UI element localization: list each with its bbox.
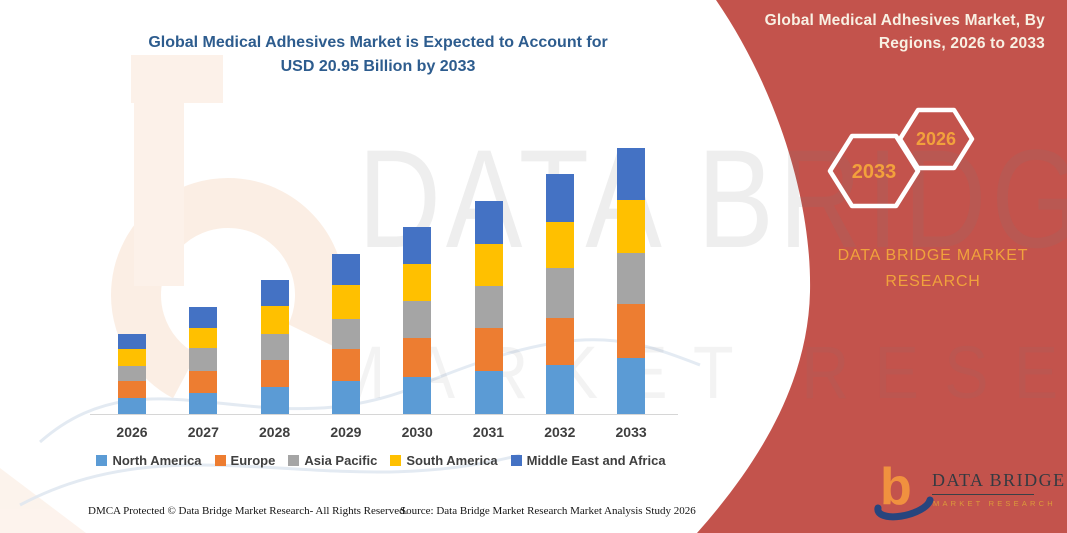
legend-label: Asia Pacific [304,453,378,468]
bar-segment-europe [545,317,574,365]
chart-title-line1: Global Medical Adhesives Market is Expec… [148,34,608,51]
stacked-bar-2032 [545,174,574,414]
stacked-bar-2026 [118,334,146,414]
legend-item-north-america: North America [96,453,202,468]
legend-item-south-america: South America [390,453,498,468]
x-axis-label-2027: 2027 [187,424,219,440]
banner-heading: Global Medical Adhesives Market, By Regi… [705,9,1045,55]
x-axis-label-2029: 2029 [330,424,362,440]
bar-segment-europe [260,360,289,388]
hexagon-year-2033: 2033 [851,161,897,183]
bar-segment-south-america [545,222,574,269]
legend-swatch-icon [214,455,226,466]
banner-heading-line1: Global Medical Adhesives Market, By [764,12,1045,29]
hexagon-year-2026: 2026 [915,129,957,149]
footer-source: Source: Data Bridge Market Research Mark… [400,505,696,517]
legend-swatch-icon [96,455,108,466]
x-axis-label-2026: 2026 [116,424,148,440]
bar-segment-middle-east-and-africa [545,174,574,223]
bar-segment-north-america [331,380,360,414]
brand-text-line2: RESEARCH [885,273,981,290]
bar-segment-south-america [118,349,146,366]
bar-segment-middle-east-and-africa [474,200,503,244]
legend-item-europe: Europe [214,453,276,468]
legend-item-middle-east-and-africa: Middle East and Africa [510,453,666,468]
banner-heading-line2: Regions, 2026 to 2033 [878,35,1045,52]
legend-label: Europe [230,453,276,468]
bar-segment-south-america [474,243,503,286]
legend-swatch-icon [510,455,522,466]
bar-segment-europe [189,370,218,393]
bar-segment-asia-pacific [403,300,432,339]
brand-text-line1: DATA BRIDGE MARKET [837,247,1029,264]
bar-segment-south-america [617,199,646,254]
x-axis-label-2033: 2033 [615,424,647,440]
chart-title-line2: USD 20.95 Billion by 2033 [280,58,476,75]
bar-segment-europe [474,328,503,371]
bar-segment-asia-pacific [189,347,218,371]
bar-segment-middle-east-and-africa [118,334,146,350]
bar-segment-middle-east-and-africa [617,147,646,200]
stacked-bar-2029 [331,254,360,414]
footer-dmca: DMCA Protected © Data Bridge Market Rese… [88,505,408,517]
stacked-bar-2031 [474,200,503,414]
stacked-bar-2033 [617,147,646,414]
bar-segment-asia-pacific [617,253,646,304]
bar-segment-asia-pacific [545,268,574,318]
bar-segment-north-america [260,387,289,414]
x-axis-label-2031: 2031 [472,424,505,440]
bar-segment-north-america [474,370,503,414]
bar-segment-middle-east-and-africa [331,254,360,286]
logo-tagline: MARKET RESEARCH [933,499,1056,508]
bar-segment-asia-pacific [331,318,360,350]
legend-swatch-icon [288,455,300,466]
chart-title: Global Medical Adhesives Market is Expec… [95,31,661,79]
bar-segment-middle-east-and-africa [260,280,289,307]
logo-underline [932,494,1034,495]
stacked-bar-2030 [403,226,432,414]
bar-segment-south-america [189,327,218,348]
brand-text: DATA BRIDGE MARKET RESEARCH [818,243,1048,295]
bar-segment-north-america [403,376,432,414]
bar-segment-north-america [545,364,574,414]
bar-segment-north-america [189,393,218,414]
bar-segment-europe [403,338,432,377]
bar-segment-middle-east-and-africa [189,306,218,328]
bar-segment-south-america [260,306,289,334]
stacked-bar-2027 [189,306,218,414]
legend-label: South America [406,453,498,468]
x-axis-label-2032: 2032 [544,424,576,440]
logo-wordmark: DATA BRIDGE [932,470,1066,490]
bar-segment-asia-pacific [118,365,146,382]
chart-legend: North America Europe Asia Pacific South Ame… [85,453,677,468]
legend-label: Middle East and Africa [526,453,666,468]
bar-segment-asia-pacific [260,333,289,361]
x-axis-label-2030: 2030 [401,424,433,440]
x-axis-line [90,414,678,415]
legend-swatch-icon [390,455,402,466]
legend-item-asia-pacific: Asia Pacific [288,453,377,468]
data-bridge-logo: b DATA BRIDGE MARKET RESEARCH [872,458,1064,524]
bar-segment-asia-pacific [474,285,503,329]
bar-segment-europe [617,303,646,359]
bar-segment-south-america [331,285,360,319]
bar-segment-south-america [403,264,432,301]
bar-segment-north-america [118,397,146,414]
bar-segment-middle-east-and-africa [403,226,432,265]
legend-label: North America [112,453,202,468]
bar-segment-europe [331,349,360,381]
x-axis-label-2028: 2028 [259,424,291,440]
bar-segment-europe [118,381,146,398]
stacked-bar-2028 [260,280,289,414]
svg-text:b: b [880,458,912,516]
data-bridge-logo-icon: b [874,458,934,521]
bar-segment-north-america [617,358,646,414]
